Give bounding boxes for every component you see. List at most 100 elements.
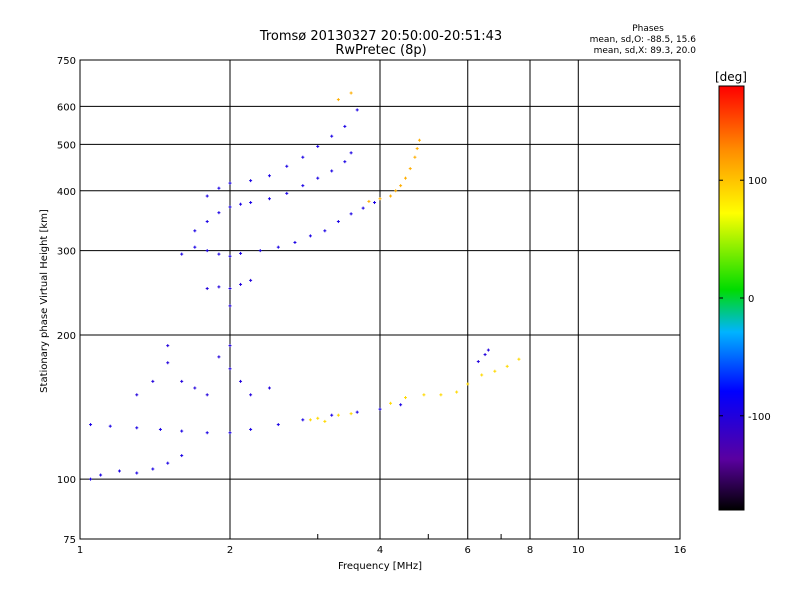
data-point — [228, 181, 232, 185]
data-point — [267, 386, 271, 390]
colorbar: [deg] -100 0 100 — [715, 70, 771, 511]
data-point — [378, 407, 382, 411]
data-point — [476, 360, 480, 364]
chart-subtitle: RwPretec (8p) — [335, 43, 426, 58]
grid-lines — [80, 60, 680, 539]
data-point — [408, 167, 412, 171]
data-point — [228, 205, 232, 209]
data-point — [323, 229, 327, 233]
data-point — [349, 212, 353, 216]
data-point — [308, 234, 312, 238]
x-tick-label: 2 — [227, 545, 233, 556]
data-point — [228, 287, 232, 291]
colorbar-tick-label: -100 — [748, 412, 771, 423]
y-tick-label: 400 — [57, 187, 76, 198]
data-point — [108, 424, 112, 428]
y-tick-label: 750 — [57, 56, 76, 67]
data-point — [355, 410, 359, 414]
x-tick-label: 4 — [377, 545, 383, 556]
data-point — [89, 423, 93, 427]
plot-frame — [79, 59, 681, 540]
data-point — [378, 197, 382, 201]
phase-stats-o: mean, sd,O: -88.5, 15.6 — [590, 35, 697, 45]
x-tick-label: 10 — [572, 545, 585, 556]
x-axis-label: Frequency [MHz] — [338, 561, 422, 572]
data-point — [349, 412, 353, 416]
data-point — [217, 211, 221, 215]
data-point — [439, 393, 443, 397]
data-point — [403, 396, 407, 400]
data-point — [193, 245, 197, 249]
data-point — [267, 174, 271, 178]
data-point — [466, 382, 470, 386]
data-point — [323, 419, 327, 423]
data-point — [228, 344, 232, 348]
data-point — [239, 251, 243, 255]
data-point — [486, 348, 490, 352]
data-point — [505, 364, 509, 368]
data-point — [249, 201, 253, 205]
data-point — [205, 287, 209, 291]
x-tick-label: 6 — [465, 545, 471, 556]
data-point — [267, 197, 271, 201]
data-point — [180, 252, 184, 256]
data-point — [285, 191, 289, 195]
y-tick-label: 300 — [57, 247, 76, 258]
data-points — [89, 91, 521, 481]
y-tick-label: 500 — [57, 140, 76, 151]
data-point — [276, 423, 280, 427]
x-tick-labels: 1 2 4 6 8 10 16 — [77, 545, 687, 556]
data-point — [249, 393, 253, 397]
data-point — [373, 201, 377, 205]
data-point — [180, 454, 184, 458]
data-point — [239, 379, 243, 383]
data-point — [301, 155, 305, 159]
y-tick-label: 75 — [63, 535, 76, 546]
data-point — [217, 355, 221, 359]
data-point — [180, 379, 184, 383]
data-point — [349, 151, 353, 155]
data-point — [336, 220, 340, 224]
data-point — [361, 206, 365, 210]
data-point — [135, 471, 139, 475]
data-point — [399, 403, 403, 407]
data-point — [258, 249, 262, 253]
y-axis-label: Stationary phase Virtual Height [km] — [39, 209, 50, 393]
data-point — [493, 369, 497, 373]
phase-stats-heading: Phases — [632, 24, 664, 34]
data-point — [389, 401, 393, 405]
data-point — [228, 254, 232, 258]
data-point — [330, 413, 334, 417]
data-point — [193, 386, 197, 390]
data-point — [228, 431, 232, 435]
x-tick-label: 16 — [674, 545, 687, 556]
x-tick-label: 8 — [527, 545, 533, 556]
colorbar-gradient — [718, 85, 745, 511]
data-point — [285, 164, 289, 168]
data-point — [301, 418, 305, 422]
colorbar-ticks: -100 0 100 — [719, 176, 771, 423]
data-point — [316, 416, 320, 420]
data-point — [349, 91, 353, 95]
data-point — [239, 282, 243, 286]
data-point — [343, 124, 347, 128]
data-point — [301, 184, 305, 188]
data-point — [276, 245, 280, 249]
data-point — [483, 353, 487, 357]
data-point — [455, 390, 459, 394]
data-point — [399, 184, 403, 188]
data-point — [249, 278, 253, 282]
data-point — [403, 176, 407, 180]
data-point — [217, 252, 221, 256]
data-point — [228, 367, 232, 371]
data-point — [249, 179, 253, 183]
y-tick-label: 600 — [57, 102, 76, 113]
data-point — [193, 229, 197, 233]
data-point — [217, 186, 221, 190]
y-tick-labels: 75 100 200 300 400 500 600 750 — [57, 56, 76, 546]
data-point — [89, 477, 93, 481]
data-point — [151, 379, 155, 383]
data-point — [316, 176, 320, 180]
data-point — [239, 202, 243, 206]
